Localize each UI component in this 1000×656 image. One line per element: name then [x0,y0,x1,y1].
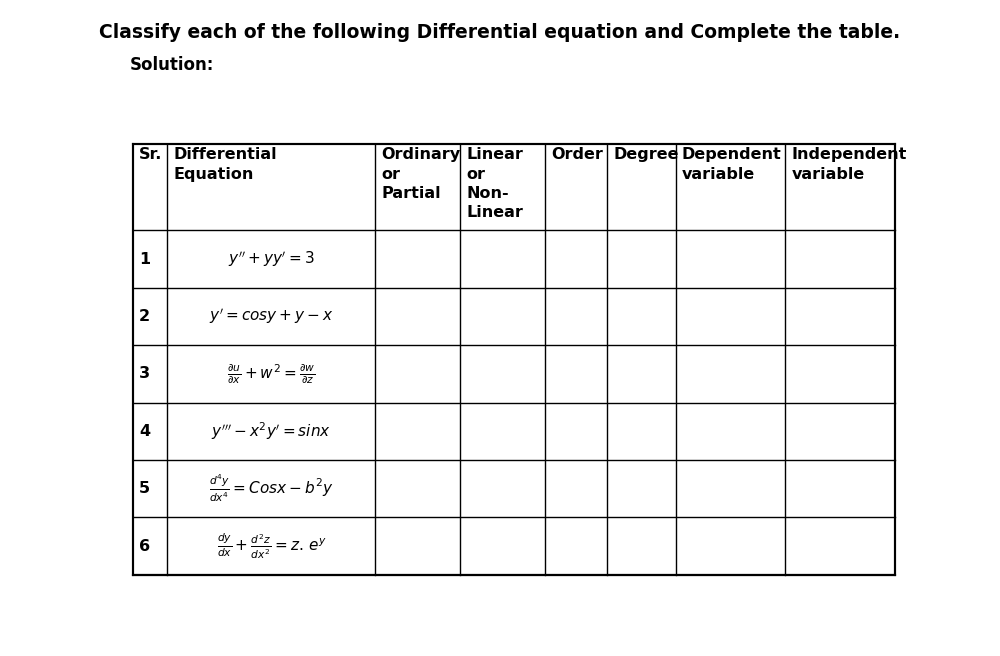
Text: 3: 3 [139,367,150,381]
Text: Ordinary: Ordinary [382,148,461,163]
Text: 4: 4 [139,424,150,439]
Text: or: or [382,167,401,182]
Bar [133,144,895,575]
Text: or: or [466,167,485,182]
Text: Classify each of the following Differential equation and Complete the table.: Classify each of the following Different… [99,23,901,42]
Text: $y'' + yy' = 3$: $y'' + yy' = 3$ [228,249,315,269]
Text: variable: variable [791,167,865,182]
Text: Degree: Degree [613,148,679,163]
Text: $\frac{\partial u}{\partial x} + w^2 = \frac{\partial w}{\partial z}$: $\frac{\partial u}{\partial x} + w^2 = \… [227,362,316,386]
Text: Partial: Partial [382,186,441,201]
Text: Differential: Differential [174,148,277,163]
Text: Order: Order [551,148,603,163]
Text: Sr.: Sr. [139,148,162,163]
Text: 6: 6 [139,539,150,554]
Text: Linear: Linear [466,148,523,163]
Text: Equation: Equation [174,167,254,182]
Text: $y' = cosy + y - x$: $y' = cosy + y - x$ [209,307,334,326]
Text: Solution:: Solution: [130,56,214,73]
Text: variable: variable [682,167,755,182]
Text: 2: 2 [139,309,150,324]
Text: $\frac{d^4y}{dx^4} = Cosx - b^2y$: $\frac{d^4y}{dx^4} = Cosx - b^2y$ [209,473,334,504]
Text: $y''' - x^2y' = sinx$: $y''' - x^2y' = sinx$ [211,420,331,442]
Text: 1: 1 [139,252,150,266]
Text: Independent: Independent [791,148,907,163]
Text: Dependent: Dependent [682,148,782,163]
Text: Non-: Non- [466,186,509,201]
Text: $\frac{dy}{dx} + \frac{d^2z}{dx^2} = z.\, e^y$: $\frac{dy}{dx} + \frac{d^2z}{dx^2} = z.\… [217,531,326,561]
Text: Linear: Linear [466,205,523,220]
Text: 5: 5 [139,481,150,496]
